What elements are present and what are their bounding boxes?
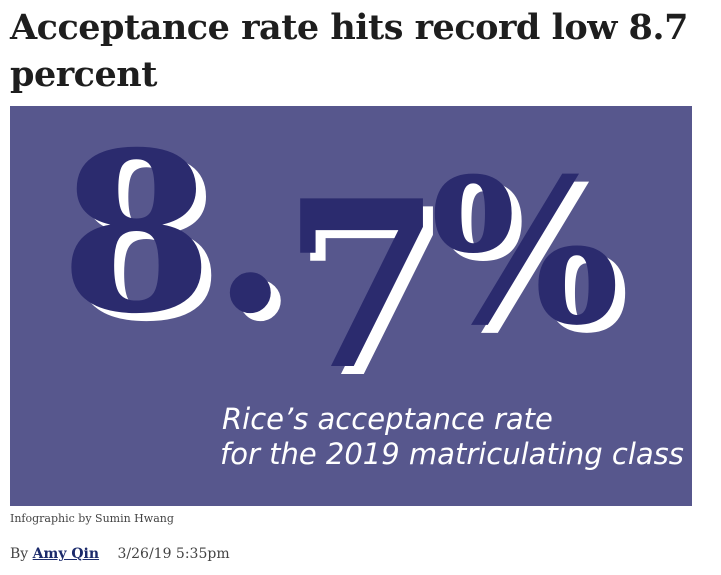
stat-digit-7-highlight: 7	[292, 159, 452, 429]
byline-prefix: By	[10, 546, 29, 562]
stat-description-line2: for the 2019 matriculating class	[220, 437, 684, 471]
figure-caption: Infographic by Sumin Hwang	[10, 512, 174, 525]
stat-percent-highlight: %	[440, 143, 630, 378]
article-headline: Acceptance rate hits record low 8.7 perc…	[10, 7, 688, 95]
infographic-figure: 8 . 7 % 8 . 7 % Rice’s acceptance rate f…	[10, 106, 692, 506]
stat-dot: .	[212, 106, 289, 362]
stat-description-line1: Rice’s acceptance rate	[222, 402, 553, 436]
infographic-image: 8 . 7 % 8 . 7 % Rice’s acceptance rate f…	[10, 106, 692, 506]
infographic-background	[10, 106, 692, 506]
stat-percent: %	[430, 135, 620, 370]
publish-timestamp: 3/26/19 5:35pm	[117, 546, 230, 562]
author-link[interactable]: Amy Qin	[32, 546, 100, 562]
stat-digit-8-highlight: 8	[70, 111, 223, 370]
byline: By Amy Qin 3/26/19 5:35pm	[10, 546, 230, 562]
stat-digit-7: 7	[282, 151, 442, 421]
stat-digit-8: 8	[60, 106, 213, 362]
stat-dot-highlight: .	[222, 111, 299, 370]
